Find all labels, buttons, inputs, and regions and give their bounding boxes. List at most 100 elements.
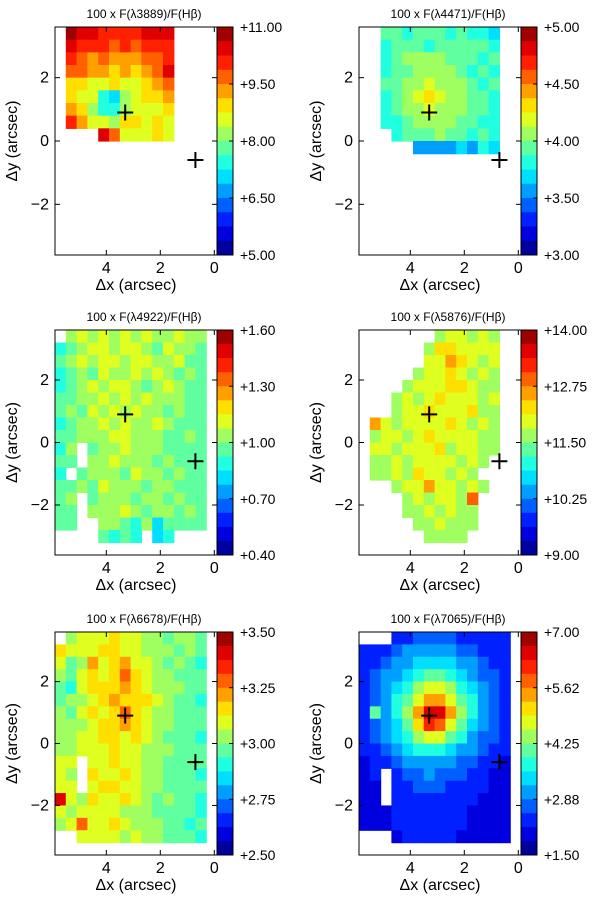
heatmap-cell: [152, 442, 164, 456]
heatmap-cell: [434, 355, 446, 369]
heatmap-cell: [423, 52, 436, 66]
colorbar-band: [521, 827, 537, 842]
heatmap-cell: [380, 65, 392, 79]
heatmap-cell: [477, 128, 490, 142]
heatmap-cell: [109, 768, 121, 782]
heatmap-cell: [130, 330, 142, 344]
heatmap-cell: [109, 417, 121, 431]
heatmap-cell: [65, 52, 78, 66]
heatmap-cell: [152, 467, 164, 481]
heatmap-cell: [391, 706, 403, 720]
colorbar-tick-label: +8.00: [240, 133, 276, 149]
heatmap-cell: [391, 669, 403, 683]
heatmap-cell: [98, 128, 110, 142]
colorbar-band: [217, 141, 233, 156]
heatmap-cell: [456, 330, 468, 344]
heatmap-cell: [130, 355, 142, 369]
x-tick-label: 4: [406, 260, 415, 277]
x-axis-label: Δx (arcsec): [96, 577, 177, 594]
heatmap-cell: [477, 656, 490, 670]
heatmap-cell: [359, 718, 371, 732]
heatmap-cell: [98, 342, 110, 356]
heatmap-cell: [359, 693, 371, 707]
heatmap-cell: [445, 355, 457, 369]
heatmap-cell: [445, 442, 457, 456]
heatmap-cell: [173, 644, 186, 658]
heatmap-cell: [467, 467, 479, 481]
heatmap-cell: [499, 706, 511, 720]
heatmap-cell: [98, 718, 110, 732]
y-tick-label: 2: [344, 70, 353, 87]
heatmap-cell: [152, 731, 164, 745]
heatmap-cell: [456, 480, 468, 494]
heatmap-cell: [152, 330, 164, 344]
heatmap-cell: [195, 780, 207, 794]
heatmap-cell: [152, 77, 164, 91]
heatmap-cell: [184, 492, 196, 506]
heatmap-cell: [380, 467, 392, 481]
heatmap-cell: [380, 442, 392, 456]
heatmap-cell: [76, 656, 88, 670]
heatmap-cell: [76, 417, 88, 431]
heatmap-cell: [55, 743, 67, 757]
heatmap-cell: [152, 480, 164, 494]
heatmap-cell: [119, 455, 132, 469]
heatmap-cell: [141, 718, 153, 732]
heatmap-cell: [413, 669, 425, 683]
heatmap-cell: [163, 793, 175, 807]
y-tick-label: −2: [335, 797, 353, 814]
position-marker: [421, 707, 438, 724]
colorbar: +7.00 +5.62 +4.25 +2.88 +1.50: [520, 624, 580, 863]
heatmap-cell: [109, 405, 121, 419]
heatmap-cell: [413, 380, 425, 394]
heatmap-cell: [369, 455, 382, 469]
colorbar-band: [217, 169, 233, 185]
heatmap-cell: [456, 780, 468, 794]
heatmap-cell: [445, 644, 457, 658]
colorbar-tick-label: +14.00: [544, 322, 587, 338]
heatmap-cell: [163, 505, 175, 519]
colorbar-band: [521, 687, 537, 703]
colorbar-band: [217, 785, 233, 800]
heatmap-cell: [173, 805, 186, 819]
heatmap-cell: [423, 780, 436, 794]
heatmap-cell: [87, 492, 99, 506]
heatmap-cell: [98, 768, 110, 782]
heatmap-cell: [141, 128, 153, 142]
heatmap-cell: [98, 743, 110, 757]
heatmap-cell: [130, 632, 142, 645]
heatmap-cell: [55, 656, 67, 670]
heatmap-cell: [402, 731, 414, 745]
colorbar-band: [521, 183, 537, 199]
heatmap-cell: [76, 830, 88, 844]
heatmap-cell: [109, 780, 121, 794]
heatmap-cell: [467, 392, 479, 406]
heatmap-cell: [98, 103, 110, 117]
heatmap-cell: [413, 830, 425, 844]
heatmap-cell: [391, 681, 403, 695]
heatmap-cell: [402, 768, 414, 782]
panel-1: 100 x F(λ3889)/F(Hβ) 4 2 0 2 0 −2 Δx (arcsec) Δy…: [4, 7, 282, 294]
heatmap-cell: [413, 39, 425, 53]
heatmap-cell: [488, 52, 500, 66]
heatmap-cell: [141, 52, 153, 66]
heatmap-cell: [413, 115, 425, 129]
heatmap-cell: [380, 455, 392, 469]
colorbar-tick-label: +1.60: [240, 322, 276, 338]
heatmap-cell: [98, 632, 110, 645]
colorbar-tick-label: +3.50: [240, 624, 276, 640]
heatmap-cell: [163, 768, 175, 782]
heatmap-cell: [488, 27, 500, 41]
heatmap-cell: [87, 455, 99, 469]
heatmap-cell: [434, 380, 446, 394]
heatmap-cell: [445, 103, 457, 117]
heatmap-cell: [141, 467, 153, 481]
colorbar-tick-label: +2.50: [240, 847, 276, 863]
heatmap-cell: [456, 52, 468, 66]
heatmap-cell: [109, 430, 121, 444]
heatmap-cell: [98, 405, 110, 419]
heatmap-cell: [445, 530, 457, 544]
heatmap-cell: [445, 128, 457, 142]
colorbar-band: [521, 198, 537, 213]
panel-title: 100 x F(λ7065)/F(Hβ): [391, 612, 506, 626]
